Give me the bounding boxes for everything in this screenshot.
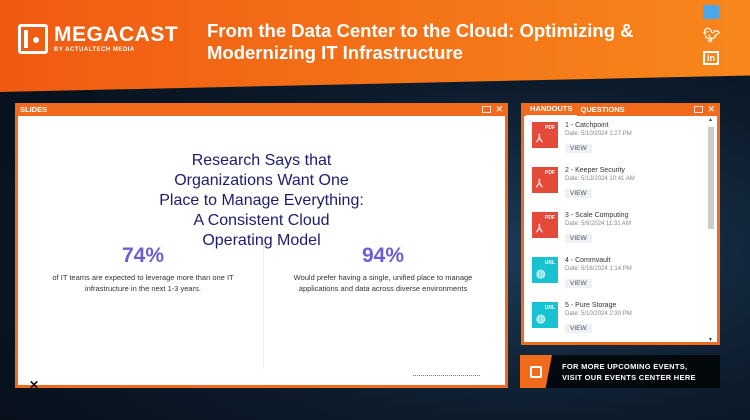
pdf-icon: PDF ⅄: [532, 212, 558, 238]
handout-list: PDF ⅄ 1 - Catchpoint Date: 5/10/2024 1:27 P…: [524, 116, 717, 342]
handout-name: 5 - Pure Storage: [565, 302, 617, 309]
scrollbar-thumb[interactable]: [708, 127, 714, 229]
list-item: PDF ⅄ 1 - Catchpoint Date: 5/10/2024 1:27 P…: [532, 122, 717, 167]
list-item: PDF ⅄ 2 - Keeper Security Date: 5/13/2024 1…: [532, 167, 717, 212]
tab-questions[interactable]: QUESTIONS: [580, 105, 625, 114]
handout-name: 3 - Scale Computing: [565, 212, 629, 219]
pdf-icon: PDF ⅄: [532, 122, 558, 148]
view-button[interactable]: VIEW: [565, 144, 592, 153]
pdf-icon: PDF ⅄: [532, 167, 558, 193]
twitter-icon[interactable]: 🐦︎: [703, 27, 721, 43]
handout-name: 2 - Keeper Security: [565, 167, 625, 174]
list-item: URL ◍ 4 - Commvault Date: 5/16/2024 1:14 PM…: [532, 257, 717, 302]
view-button[interactable]: VIEW: [565, 324, 592, 333]
url-globe-icon: URL ◍: [532, 257, 558, 283]
social-links: 🐦︎ in: [703, 5, 721, 65]
handout-date: Date: 5/10/2024 2:30 PM: [565, 311, 632, 317]
facebook-icon[interactable]: [703, 5, 719, 19]
view-button[interactable]: VIEW: [565, 279, 592, 288]
stat-left: 74% of IT teams are expected to leverage…: [33, 244, 253, 294]
divider: [263, 229, 264, 369]
view-button[interactable]: VIEW: [565, 234, 592, 243]
slide-title: Research Says that Organizations Want On…: [159, 152, 364, 249]
slides-panel: SLIDES ✕ Research Says that Organization…: [15, 103, 508, 392]
view-button[interactable]: VIEW: [565, 189, 592, 198]
stat-value: 94%: [361, 244, 405, 267]
event-title: From the Data Center to the Cloud: Optim…: [207, 20, 634, 63]
tab-handouts[interactable]: HANDOUTS: [526, 102, 577, 117]
calendar-icon: [520, 355, 552, 388]
handout-date: Date: 5/9/2024 11:31 AM: [565, 221, 631, 227]
slides-label: SLIDES: [20, 105, 48, 114]
handout-name: 1 - Catchpoint: [565, 122, 609, 129]
events-center-banner[interactable]: FOR MORE UPCOMING EVENTS, VISIT OUR EVENT…: [520, 355, 720, 388]
stat-value: 74%: [121, 244, 165, 267]
list-item: PDF ⅄ 3 - Scale Computing Date: 5/9/2024 11…: [532, 212, 717, 257]
banner-line2: VISIT OUR EVENTS CENTER HERE: [562, 372, 696, 382]
logo-mark-icon: [18, 24, 48, 54]
maximize-icon[interactable]: [694, 106, 704, 113]
handout-date: Date: 5/16/2024 1:14 PM: [565, 266, 632, 272]
url-globe-icon: URL ◍: [532, 302, 558, 328]
brand-name: MEGACAST: [54, 23, 179, 46]
handout-date: Date: 5/13/2024 10:41 AM: [565, 176, 635, 182]
handouts-panel: HANDOUTS QUESTIONS ✕ PDF ⅄ 1 - Catchpoint D…: [521, 103, 720, 345]
maximize-icon[interactable]: [482, 106, 492, 113]
footnote: [413, 375, 480, 376]
scroll-up-icon[interactable]: ▲: [708, 117, 713, 123]
brand-sub: BY ACTUALTECH MEDIA: [54, 47, 135, 53]
linkedin-icon[interactable]: in: [703, 51, 719, 65]
close-icon[interactable]: ✕: [495, 104, 503, 114]
handout-name: 4 - Commvault: [565, 257, 611, 264]
header: [0, 0, 750, 92]
stat-text: of IT teams are expected to leverage mor…: [52, 273, 234, 293]
handout-date: Date: 5/10/2024 1:27 PM: [565, 131, 632, 137]
close-icon[interactable]: ✕: [707, 104, 715, 114]
scroll-down-icon[interactable]: ▼: [708, 337, 713, 342]
stat-right: 94% Would prefer having a single, unifie…: [273, 244, 493, 294]
list-item: URL ◍ 5 - Pure Storage Date: 5/10/2024 2:30…: [532, 302, 717, 342]
banner-line1: FOR MORE UPCOMING EVENTS,: [562, 361, 688, 371]
scrollbar[interactable]: ▲ ▼: [708, 117, 714, 342]
stat-text: Would prefer having a single, unified pl…: [293, 273, 473, 293]
slide: Research Says that Organizations Want On…: [18, 116, 505, 392]
close-slide-icon[interactable]: ✕: [29, 378, 40, 392]
megacast-logo[interactable]: MEGACAST BY ACTUALTECH MEDIA: [18, 24, 178, 54]
